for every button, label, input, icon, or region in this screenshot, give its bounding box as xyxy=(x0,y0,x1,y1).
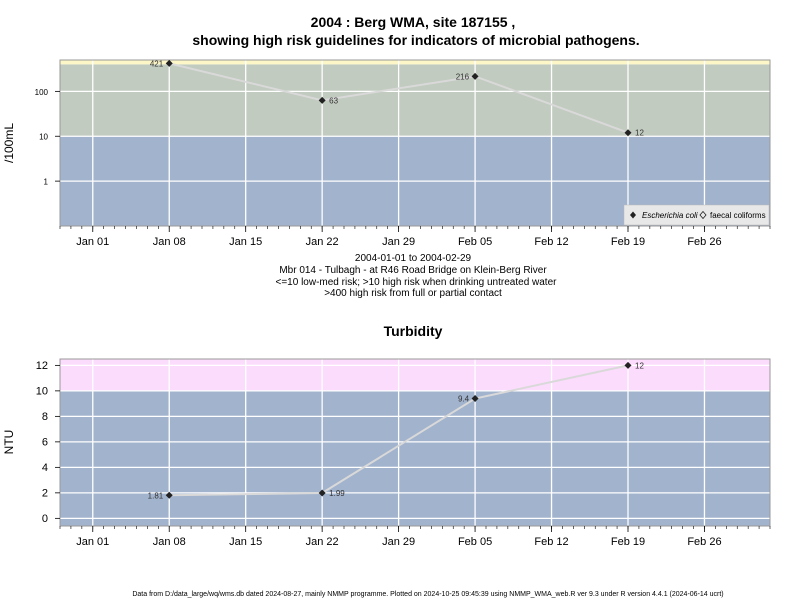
ecoli-y-tick-label: 1 xyxy=(44,178,49,187)
ecoli-x-tick-label: Jan 29 xyxy=(382,236,415,248)
turbidity-data-point xyxy=(624,361,632,369)
turbidity-y-tick-label: 10 xyxy=(36,385,48,397)
turbidity-y-tick-label: 6 xyxy=(42,436,48,448)
ecoli-data-label: 421 xyxy=(150,59,164,68)
ecoli-series-line xyxy=(168,62,629,134)
ecoli-x-tick-label: Feb 19 xyxy=(611,236,645,248)
legend: Escherichia coli faecal coliforms xyxy=(623,204,770,226)
turbidity-data-label: 9.4 xyxy=(458,395,470,404)
ecoli-data-label: 216 xyxy=(456,72,470,81)
ecoli-data-point xyxy=(318,96,326,104)
legend-label-faecal: faecal coliforms xyxy=(710,211,766,220)
ecoli-x-tick-label: Feb 26 xyxy=(687,236,721,248)
risk-guideline-text-1: <=10 low-med risk; >10 high risk when dr… xyxy=(276,277,558,288)
ecoli-x-tick-label: Feb 05 xyxy=(458,236,492,248)
turbidity-x-tick-label: Jan 22 xyxy=(306,536,339,548)
turbidity-data-point xyxy=(165,491,173,499)
ecoli-x-tick-label: Feb 12 xyxy=(534,236,568,248)
turbidity-x-tick-label: Jan 08 xyxy=(153,536,186,548)
turbidity-x-tick-label: Jan 01 xyxy=(76,536,109,548)
turbidity-risk-band xyxy=(60,359,770,391)
risk-guideline-text-2: >400 high risk from full or partial cont… xyxy=(324,288,502,299)
ecoli-panel: 421 63 216 12 1 10 100 Jan 01 Jan 08 Jan 15 Jan … xyxy=(2,59,771,248)
footer-note: Data from D:/data_large/wq/wms.db dated … xyxy=(132,591,723,598)
ecoli-y-tick-label: 100 xyxy=(35,88,49,97)
ecoli-data-label: 12 xyxy=(635,129,644,138)
date-range-text: 2004-01-01 to 2004-02-29 xyxy=(355,253,472,264)
ecoli-data-point xyxy=(624,129,632,137)
turbidity-data-label: 1.99 xyxy=(329,489,345,498)
turbidity-panel: 1.81 1.99 9.4 12 0 2 4 6 8 10 12 Jan 01 Jan 08 Jan … xyxy=(2,358,771,548)
legend-box xyxy=(623,204,770,226)
legend-label-ecoli: Escherichia coli xyxy=(642,211,698,220)
turbidity-y-axis-label: NTU xyxy=(2,430,16,455)
ecoli-x-tick-label: Jan 15 xyxy=(229,236,262,248)
ecoli-data-label: 63 xyxy=(329,96,338,105)
ecoli-x-tick-label: Jan 08 xyxy=(153,236,186,248)
turbidity-x-tick-label: Feb 12 xyxy=(534,536,568,548)
turbidity-title: Turbidity xyxy=(384,323,443,339)
turbidity-x-tick-label: Feb 05 xyxy=(458,536,492,548)
turbidity-data-label: 12 xyxy=(635,361,644,370)
ecoli-plot-frame xyxy=(59,59,771,227)
site-description-text: Mbr 014 - Tulbagh - at R46 Road Bridge o… xyxy=(279,265,547,276)
turbidity-x-tick-label: Feb 19 xyxy=(611,536,645,548)
turbidity-y-tick-label: 8 xyxy=(42,411,48,423)
turbidity-x-tick-label: Feb 26 xyxy=(687,536,721,548)
turbidity-y-tick-label: 2 xyxy=(42,487,48,499)
turbidity-plot-frame xyxy=(59,358,771,527)
turbidity-y-tick-label: 12 xyxy=(36,360,48,372)
ecoli-y-tick-label: 10 xyxy=(39,133,48,142)
turbidity-x-tick-label: Jan 15 xyxy=(229,536,262,548)
ecoli-risk-band xyxy=(60,60,770,65)
turbidity-data-point xyxy=(471,395,479,403)
ecoli-x-tick-label: Jan 01 xyxy=(76,236,109,248)
turbidity-data-point xyxy=(318,489,326,497)
legend-marker-ecoli xyxy=(630,211,636,219)
ecoli-data-point xyxy=(471,72,479,80)
turbidity-risk-band xyxy=(60,390,770,526)
turbidity-data-label: 1.81 xyxy=(148,491,164,500)
ecoli-y-axis-label: /100mL xyxy=(2,123,16,163)
turbidity-y-tick-label: 4 xyxy=(42,462,48,474)
ecoli-risk-band xyxy=(60,64,770,137)
legend-marker-faecal xyxy=(699,210,707,220)
chart-title-line1: 2004 : Berg WMA, site 187155 , xyxy=(311,14,516,30)
ecoli-data-point xyxy=(165,59,173,67)
chart-title-line2: showing high risk guidelines for indicat… xyxy=(192,32,639,48)
ecoli-x-tick-label: Jan 22 xyxy=(306,236,339,248)
turbidity-x-tick-label: Jan 29 xyxy=(382,536,415,548)
turbidity-y-tick-label: 0 xyxy=(42,513,48,525)
turbidity-series-line xyxy=(169,364,629,497)
